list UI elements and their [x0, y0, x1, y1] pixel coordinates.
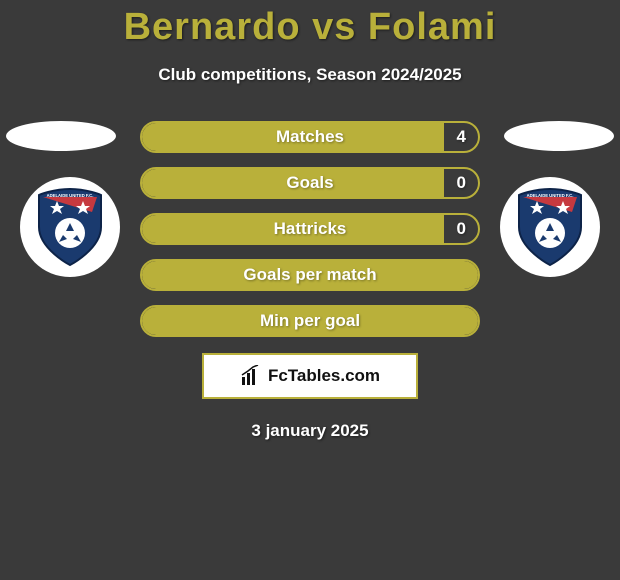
stat-value-right: 0	[457, 173, 466, 193]
stat-bar-goals_per_match: Goals per match	[140, 259, 480, 291]
shield-icon: ADELAIDE UNITED F.C.	[35, 187, 105, 267]
stat-bar-goals: Goals 0	[140, 167, 480, 199]
stat-bar-matches: Matches 4	[140, 121, 480, 153]
stats-panel: ADELAIDE UNITED F.C. ADELAIDE UNITED F.C…	[0, 121, 620, 337]
stat-value-right: 4	[457, 127, 466, 147]
stat-value-right: 0	[457, 219, 466, 239]
svg-text:ADELAIDE UNITED F.C.: ADELAIDE UNITED F.C.	[47, 193, 94, 198]
stat-label: Min per goal	[260, 311, 360, 331]
stat-label: Hattricks	[274, 219, 347, 239]
club-badge-left: ADELAIDE UNITED F.C.	[20, 177, 120, 277]
player-avatar-right	[504, 121, 614, 151]
player-avatar-left	[6, 121, 116, 151]
stat-label: Goals	[286, 173, 333, 193]
stat-label: Matches	[276, 127, 344, 147]
stat-bar-hattricks: Hattricks 0	[140, 213, 480, 245]
page-title: Bernardo vs Folami	[0, 0, 620, 49]
site-label: FcTables.com	[268, 366, 380, 386]
chart-icon	[240, 365, 262, 387]
stat-bars: Matches 4 Goals 0 Hattricks 0 Goals per match M…	[140, 121, 480, 337]
club-badge-right: ADELAIDE UNITED F.C.	[500, 177, 600, 277]
shield-icon: ADELAIDE UNITED F.C.	[515, 187, 585, 267]
date-line: 3 january 2025	[0, 421, 620, 441]
subtitle: Club competitions, Season 2024/2025	[0, 65, 620, 85]
stat-label: Goals per match	[243, 265, 376, 285]
site-attribution: FcTables.com	[202, 353, 418, 399]
stat-bar-min_per_goal: Min per goal	[140, 305, 480, 337]
svg-text:ADELAIDE UNITED F.C.: ADELAIDE UNITED F.C.	[527, 193, 574, 198]
